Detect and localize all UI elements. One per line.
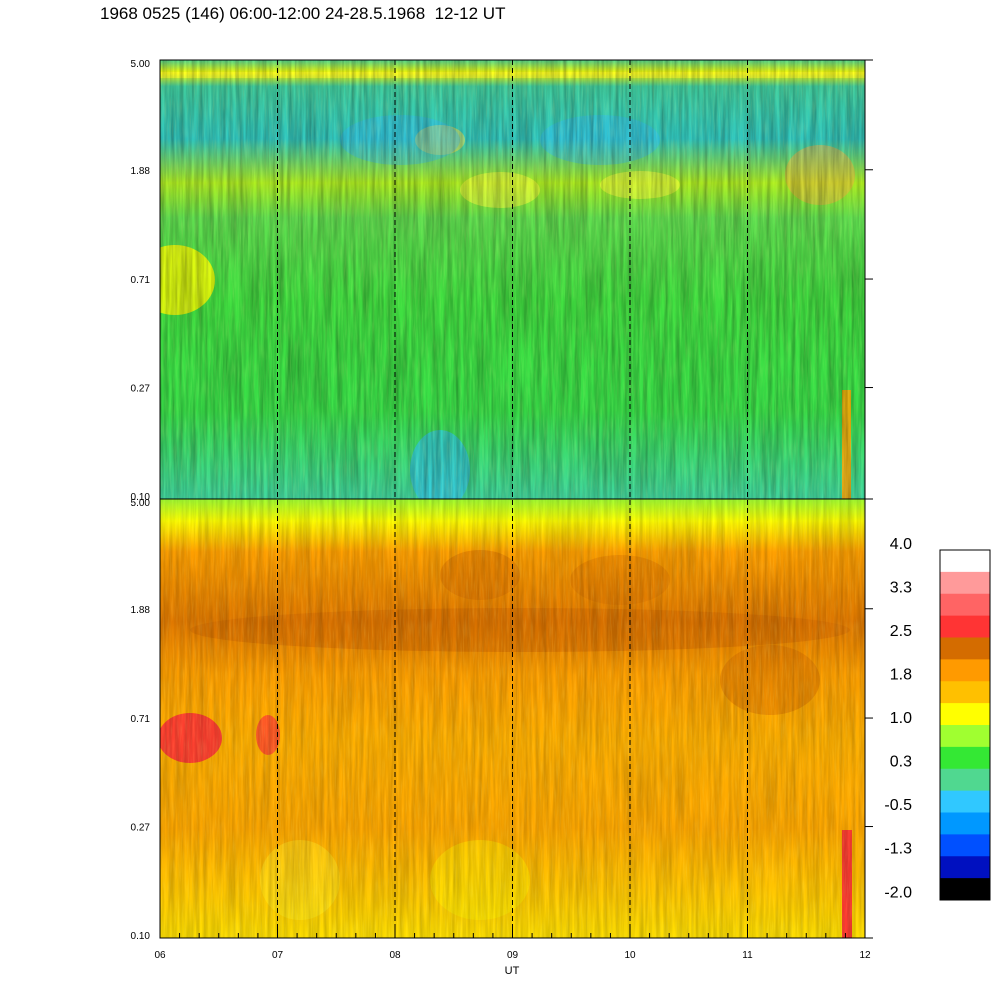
x-tick-label: 07: [272, 950, 284, 961]
y-tick-label: 0.10: [131, 492, 151, 503]
colorbar-swatch: [940, 790, 990, 813]
colorbar-label: 3.3: [890, 580, 912, 597]
colorbar-label: 2.5: [890, 623, 912, 640]
x-tick-label: 09: [507, 950, 519, 961]
colorbar-swatch: [940, 593, 990, 617]
colorbar-swatch: [940, 681, 990, 704]
colorbar-swatch: [940, 637, 990, 660]
colorbar-swatch: [940, 615, 990, 638]
y-tick-label: 5.00: [131, 498, 151, 509]
chart-title: 1968 0525 (146) 06:00-12:00 24-28.5.1968…: [100, 4, 506, 23]
x-axis: 06 07 08 09 10 11 12: [154, 928, 871, 961]
colorbar-swatch: [940, 550, 990, 573]
colorbar-label: 1.0: [890, 710, 912, 727]
colorbar-swatch: [940, 659, 990, 682]
colorbar-label: -1.3: [884, 841, 912, 858]
colorbar-label: -0.5: [884, 797, 912, 814]
x-tick-label: 06: [154, 950, 166, 961]
y-tick-label: 5.00: [131, 59, 151, 70]
colorbar-swatch: [940, 768, 990, 792]
colorbar-swatch: [940, 812, 990, 835]
y-tick-labels: 5.001.880.710.270.105.001.880.710.270.10: [131, 59, 151, 942]
x-tick-label: 08: [389, 950, 401, 961]
colorbar-swatch: [940, 746, 990, 770]
y-tick-label: 0.27: [131, 384, 151, 395]
colorbar-label: 0.3: [890, 754, 912, 771]
lower-panel: [160, 499, 865, 938]
colorbar-label: 4.0: [890, 536, 912, 553]
colorbar-frame: [939, 549, 991, 901]
x-axis-label: UT: [505, 965, 520, 977]
x-tick-label: 10: [624, 950, 636, 961]
hour-dashed-lines: [277, 60, 748, 938]
y-tick-label: 0.27: [131, 823, 151, 834]
y-tick-label: 0.71: [131, 714, 151, 725]
colorbar-swatch: [940, 834, 990, 857]
x-tick-label: 11: [742, 950, 753, 961]
colorbar-swatch: [940, 725, 990, 748]
colorbar-swatch: [940, 878, 990, 901]
colorbar-swatch: [940, 703, 990, 726]
y-tick-label: 1.88: [131, 605, 151, 616]
colorbar-swatch: [940, 571, 990, 595]
colorbar-labels: 4.0 3.3 2.5 1.8 1.0 0.3 -0.5 -1.3 -2.0: [884, 536, 912, 901]
colorbar-swatch: [940, 856, 990, 879]
y-tick-label: 1.88: [131, 166, 151, 177]
y-tick-label: 0.71: [131, 275, 151, 286]
colorbar: [939, 549, 991, 901]
colorbar-label: -2.0: [884, 884, 912, 901]
x-tick-label: 12: [859, 950, 871, 961]
y-tick-label: 0.10: [131, 931, 151, 942]
colorbar-label: 1.8: [890, 667, 912, 684]
